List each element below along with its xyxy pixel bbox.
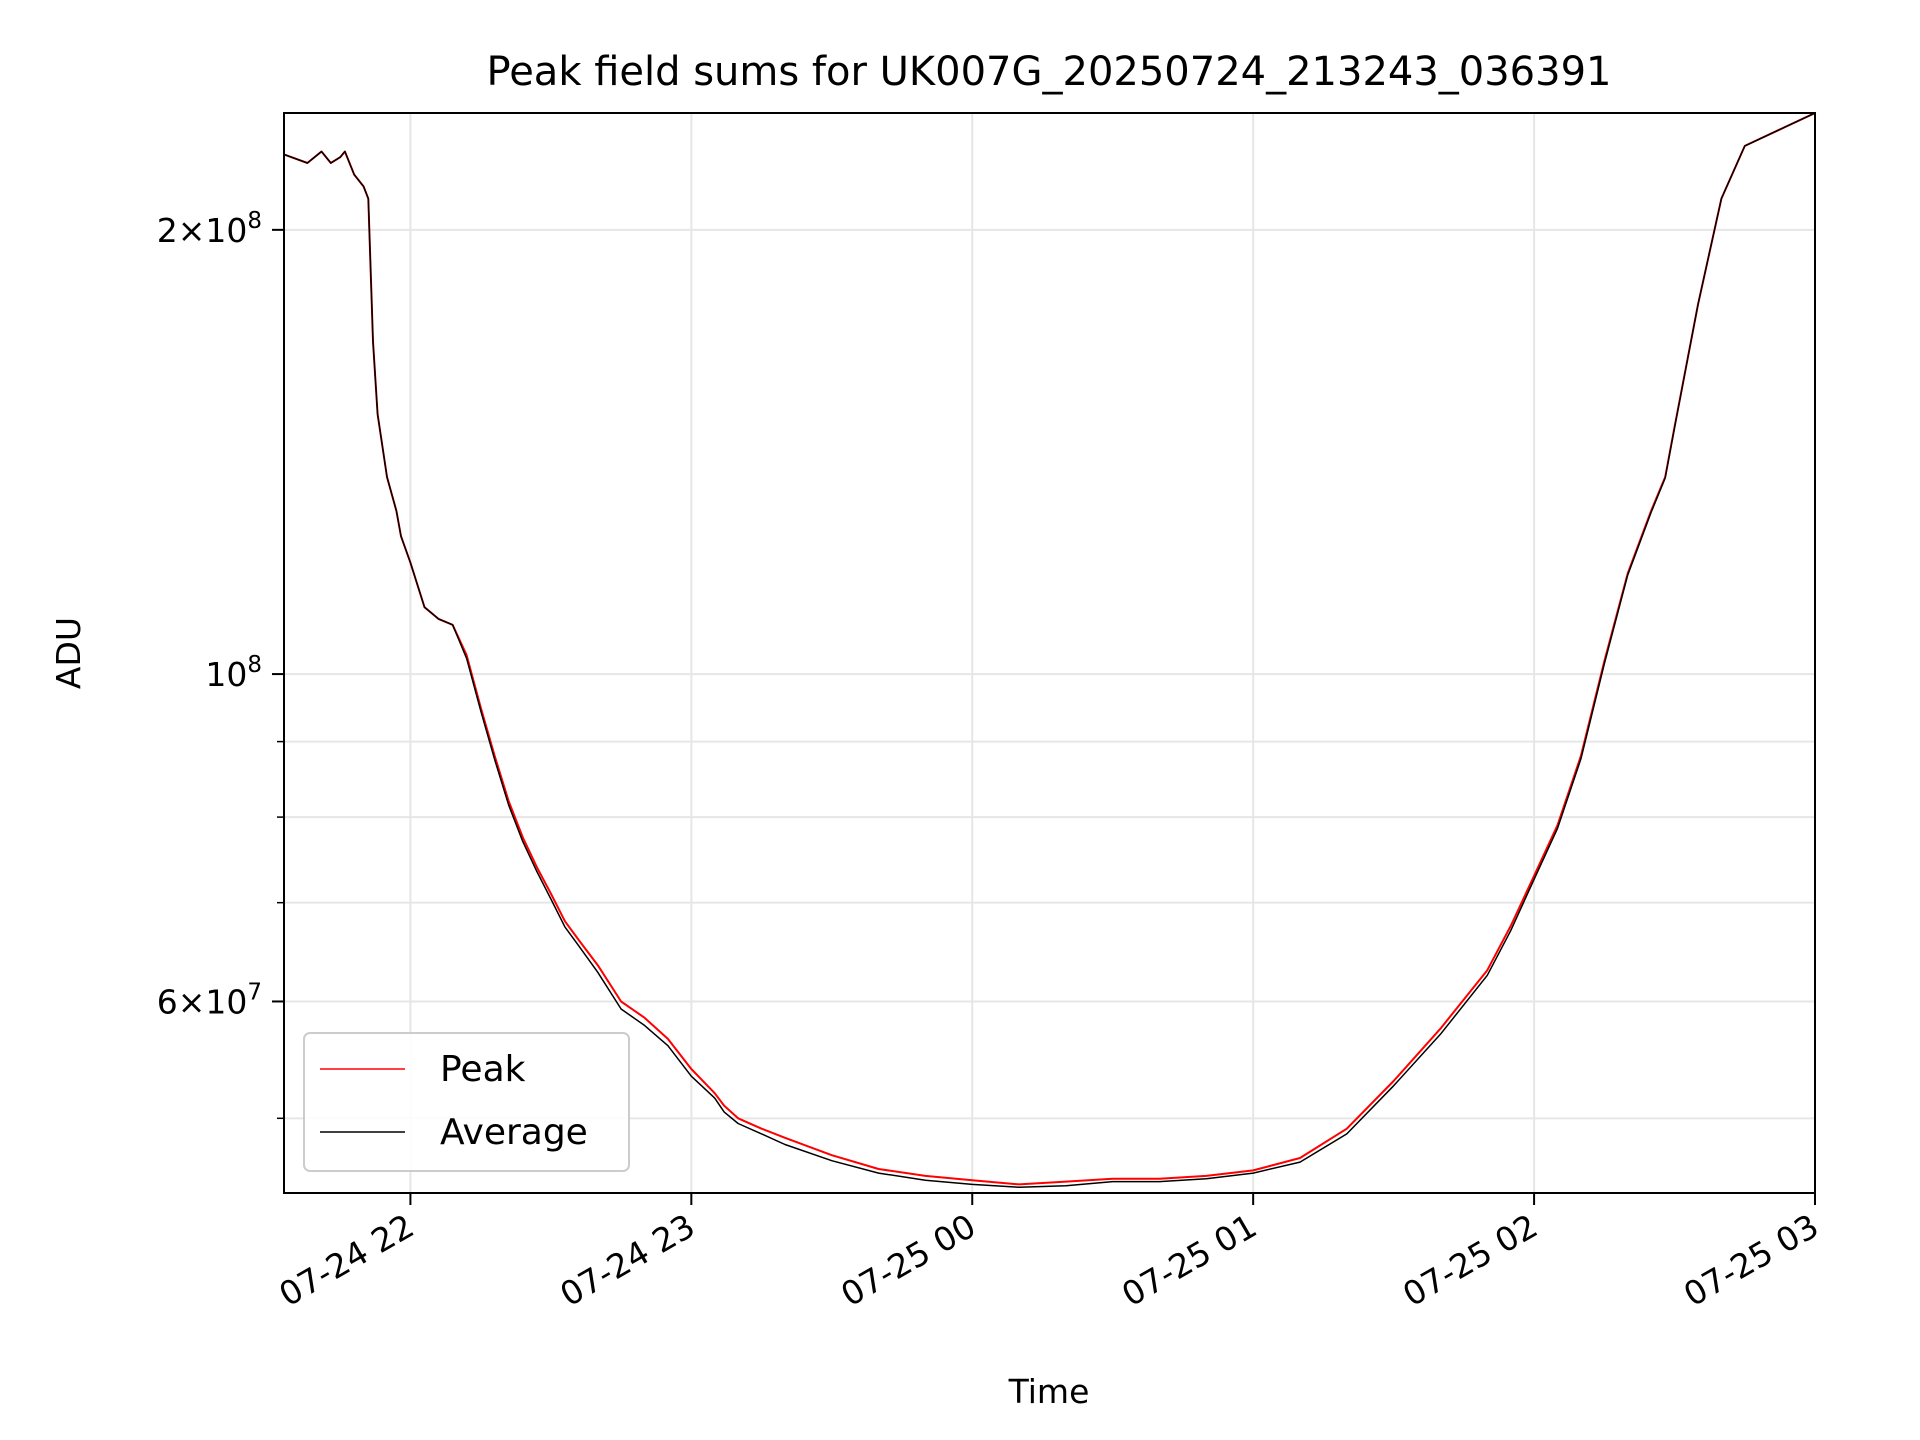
grid bbox=[284, 113, 1816, 1193]
y-axis: 2×108 108 6×107 bbox=[157, 208, 284, 1120]
y-tick-label: 108 bbox=[205, 652, 262, 694]
y-axis-title: ADU bbox=[49, 617, 88, 689]
series-layer bbox=[284, 113, 1815, 1189]
legend-label-average: Average bbox=[440, 1112, 588, 1153]
legend: Peak Average bbox=[303, 1032, 630, 1172]
legend-label-peak: Peak bbox=[440, 1049, 526, 1090]
chart-title: Peak field sums for UK007G_20250724_2132… bbox=[487, 49, 1612, 95]
legend-box bbox=[303, 1032, 630, 1172]
y-tick-label: 2×108 bbox=[157, 208, 262, 250]
plot-frame bbox=[283, 112, 1816, 1194]
y-tick-label: 6×107 bbox=[157, 979, 262, 1021]
series-line-average bbox=[284, 113, 1815, 1189]
x-axis-title: Time bbox=[1008, 1372, 1090, 1411]
